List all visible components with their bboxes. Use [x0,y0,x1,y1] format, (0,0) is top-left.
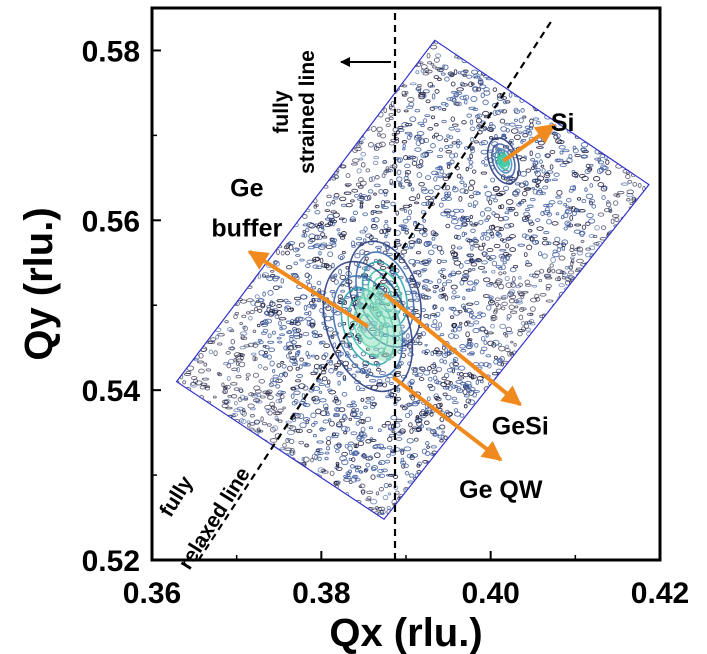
scan-region-outline [175,39,650,521]
si-arrow [502,123,556,163]
relaxed-line-label: fully [155,472,198,521]
strained-line-label: strained line [296,50,319,174]
peak-arrows-layer [247,123,556,462]
y-tick-label: 0.54 [82,375,141,408]
strained-line-label: fully [270,90,293,133]
x-tick-label: 0.42 [631,577,689,610]
x-tick-label: 0.40 [461,577,519,610]
ge-qw-arrow [392,375,503,462]
y-tick-label: 0.56 [82,205,140,238]
scan-region-layer [175,39,650,521]
x-tick-label: 0.36 [123,577,181,610]
reference-lines-layer [197,8,553,560]
peak-label: Si [551,109,575,137]
gesi-arrow [383,292,522,407]
peak-label: buffer [211,215,282,243]
peak-label: Ge QW [459,476,543,504]
y-tick-label: 0.58 [82,35,140,68]
x-tick-label: 0.38 [292,577,350,610]
axis-ticks-layer: 0.36 0.38 0.40 0.42 0.52 0.54 0.56 0.58 [82,35,690,610]
peak-label: Ge [230,175,263,203]
x-axis-title: Qx (rlu.) [329,611,482,654]
ge-buffer-arrow [247,250,369,329]
y-tick-label: 0.52 [82,545,140,578]
y-axis-title: Qy (rlu.) [17,207,61,360]
peak-label: GeSi [492,412,549,440]
